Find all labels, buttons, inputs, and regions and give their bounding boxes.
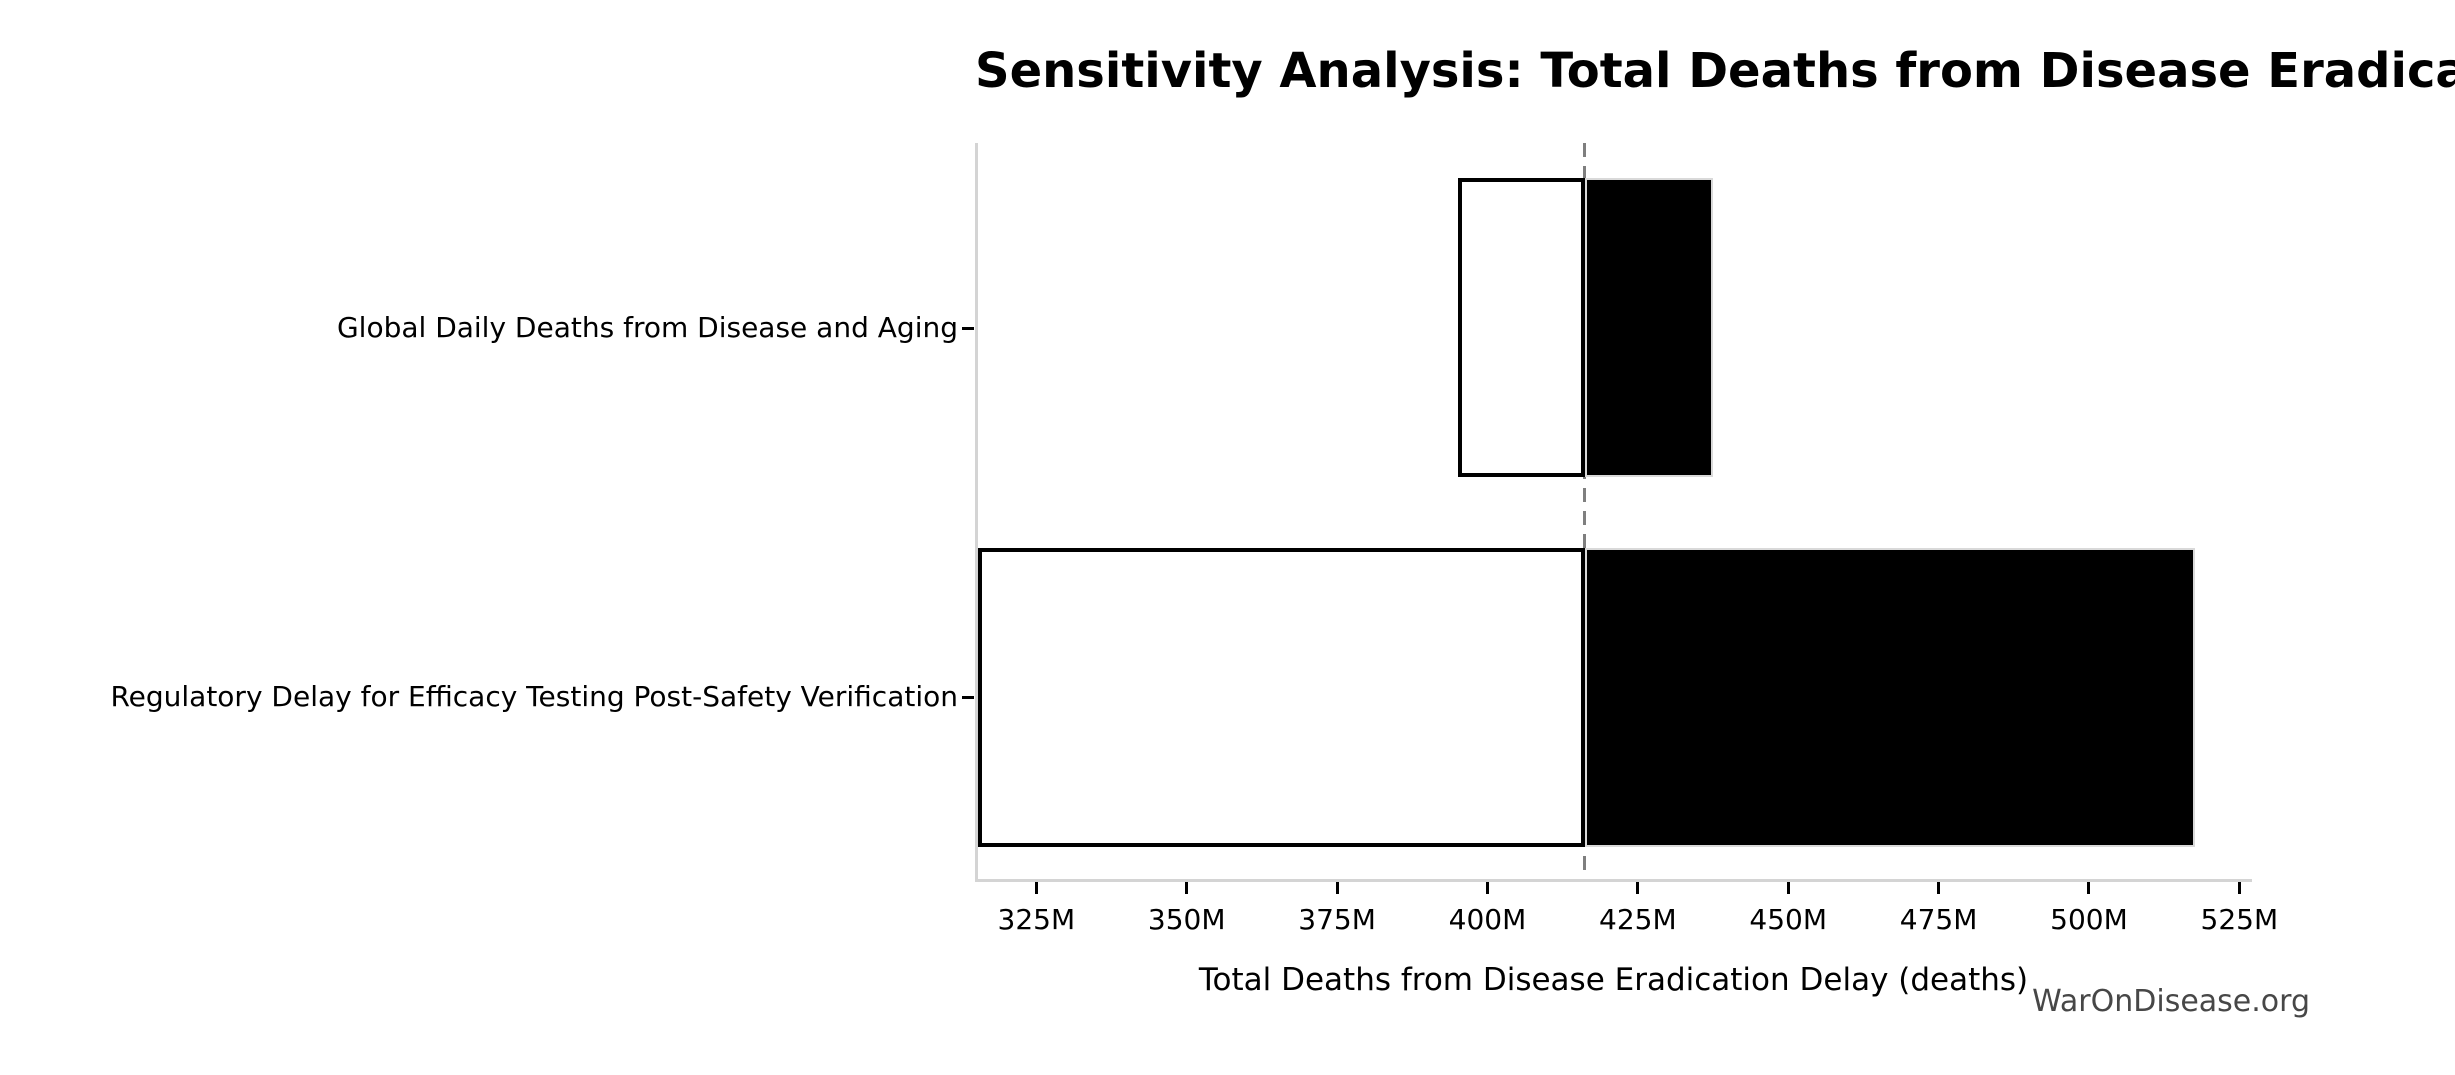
bar-low-segment [978,548,1585,847]
x-tick-label: 400M [1448,903,1527,936]
x-tick-label: 350M [1147,903,1226,936]
x-tick-mark [1335,882,1339,894]
x-tick-mark [1786,882,1790,894]
baseline-dashed-line [1583,143,1587,879]
x-tick-mark [1636,882,1640,894]
x-axis-label: Total Deaths from Disease Eradication De… [1198,962,2029,998]
y-tick-mark [962,696,974,699]
y-axis-category-label: Global Daily Deaths from Disease and Agi… [336,311,958,344]
x-tick-label: 325M [997,903,1076,936]
x-tick-label: 525M [2200,903,2279,936]
chart-title: Sensitivity Analysis: Total Deaths from … [975,43,2455,99]
watermark-text: WarOnDisease.org [2032,984,2310,1019]
x-tick-mark [1937,882,1941,894]
bar-low-segment [1458,178,1585,477]
plot-area [975,143,2252,882]
x-tick-mark [1485,882,1489,894]
x-tick-label: 450M [1749,903,1828,936]
x-tick-label: 500M [2050,903,2128,936]
bar-high-segment [1584,178,1714,477]
x-tick-mark [1185,882,1189,894]
x-tick-mark [1034,882,1038,894]
bar-high-segment [1584,548,2195,847]
y-tick-mark [962,327,974,330]
x-tick-mark [2237,882,2241,894]
x-tick-mark [2087,882,2091,894]
x-tick-label: 425M [1599,903,1677,936]
y-axis-category-label: Regulatory Delay for Efficacy Testing Po… [110,680,958,713]
x-tick-label: 475M [1899,903,1978,936]
x-tick-label: 375M [1298,903,1376,936]
